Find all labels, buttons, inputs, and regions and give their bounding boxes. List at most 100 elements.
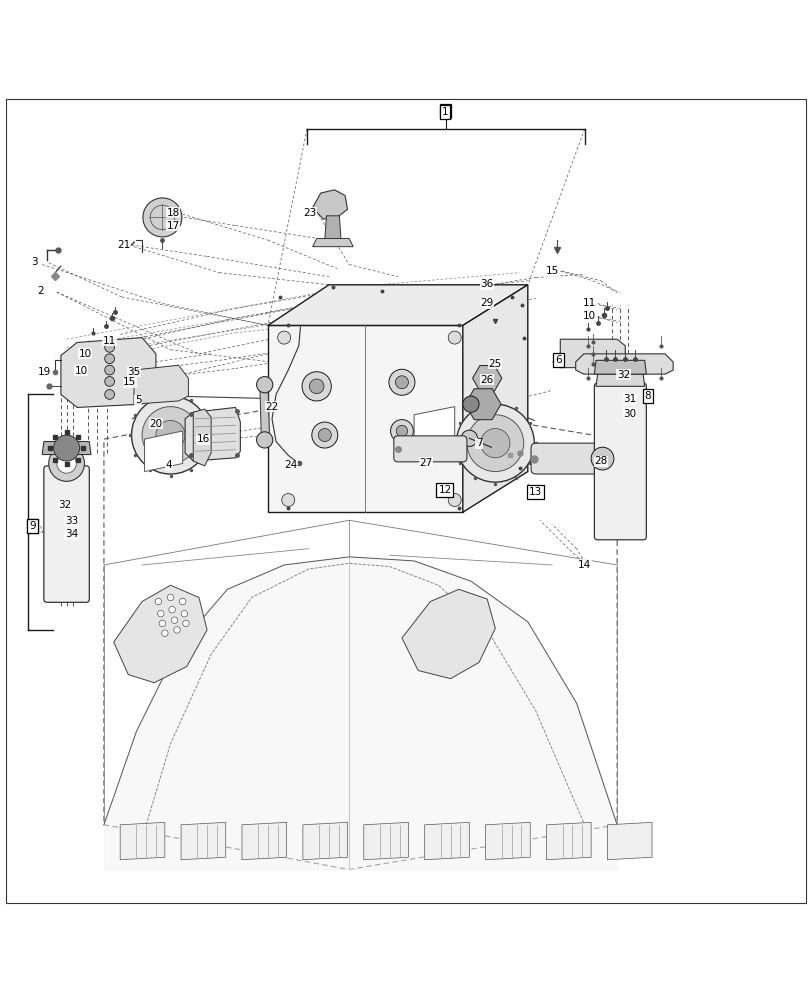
Polygon shape xyxy=(134,365,188,404)
Text: 9: 9 xyxy=(29,521,36,531)
Polygon shape xyxy=(268,285,527,325)
Text: 4: 4 xyxy=(165,460,172,470)
Circle shape xyxy=(590,447,613,470)
Text: 21: 21 xyxy=(118,240,131,250)
Text: 1: 1 xyxy=(442,106,448,116)
Text: 23: 23 xyxy=(303,208,316,218)
Polygon shape xyxy=(120,822,165,860)
Circle shape xyxy=(182,620,189,627)
Text: 35: 35 xyxy=(127,367,140,377)
Circle shape xyxy=(461,430,477,446)
Text: 12: 12 xyxy=(438,485,451,495)
Circle shape xyxy=(281,494,294,506)
Text: 25: 25 xyxy=(488,359,501,369)
Circle shape xyxy=(396,425,407,437)
Polygon shape xyxy=(42,442,91,455)
Text: 9: 9 xyxy=(29,521,36,531)
Polygon shape xyxy=(575,354,672,374)
Polygon shape xyxy=(401,589,495,679)
Circle shape xyxy=(105,365,114,375)
Polygon shape xyxy=(181,822,225,860)
Text: 14: 14 xyxy=(577,560,590,570)
Text: 33: 33 xyxy=(65,516,78,526)
Polygon shape xyxy=(193,409,211,466)
Circle shape xyxy=(466,415,523,472)
Circle shape xyxy=(256,377,272,393)
Polygon shape xyxy=(424,822,469,860)
Text: 29: 29 xyxy=(480,298,493,308)
Text: 8: 8 xyxy=(644,391,650,401)
Circle shape xyxy=(448,331,461,344)
Text: 1: 1 xyxy=(441,107,448,117)
Text: 19: 19 xyxy=(38,367,51,377)
Text: 11: 11 xyxy=(582,298,595,308)
Circle shape xyxy=(311,422,337,448)
Circle shape xyxy=(156,420,185,450)
Circle shape xyxy=(49,446,84,481)
Circle shape xyxy=(462,396,478,412)
Text: 17: 17 xyxy=(166,221,179,231)
Circle shape xyxy=(159,620,165,627)
Circle shape xyxy=(131,396,209,474)
Circle shape xyxy=(167,594,174,601)
Polygon shape xyxy=(324,216,341,240)
Text: 6: 6 xyxy=(555,355,561,365)
FancyBboxPatch shape xyxy=(44,466,89,602)
Circle shape xyxy=(157,610,164,617)
Circle shape xyxy=(161,630,168,636)
Polygon shape xyxy=(462,285,527,512)
Text: 36: 36 xyxy=(480,279,493,289)
Circle shape xyxy=(174,627,180,633)
Polygon shape xyxy=(312,239,353,247)
Text: 34: 34 xyxy=(65,529,78,539)
Circle shape xyxy=(54,435,79,461)
Circle shape xyxy=(309,379,324,394)
Circle shape xyxy=(448,494,461,506)
Text: 5: 5 xyxy=(135,395,141,405)
Polygon shape xyxy=(185,407,240,461)
Text: 26: 26 xyxy=(480,375,493,385)
Circle shape xyxy=(169,606,175,613)
Polygon shape xyxy=(268,325,462,512)
Text: 7: 7 xyxy=(475,438,482,448)
Text: 28: 28 xyxy=(594,456,607,466)
Circle shape xyxy=(388,369,414,395)
Circle shape xyxy=(456,404,534,482)
Polygon shape xyxy=(312,190,347,219)
Text: 22: 22 xyxy=(265,402,278,412)
Circle shape xyxy=(171,617,178,623)
Circle shape xyxy=(390,420,413,442)
Circle shape xyxy=(480,429,509,458)
Polygon shape xyxy=(61,338,156,407)
Polygon shape xyxy=(607,822,651,860)
Polygon shape xyxy=(472,366,501,391)
Polygon shape xyxy=(560,339,624,368)
Polygon shape xyxy=(485,822,530,860)
Text: 32: 32 xyxy=(58,500,71,510)
Circle shape xyxy=(277,331,290,344)
Circle shape xyxy=(179,598,186,605)
Text: 13: 13 xyxy=(529,487,542,497)
Circle shape xyxy=(155,598,161,605)
Circle shape xyxy=(105,377,114,386)
Text: 2: 2 xyxy=(37,286,44,296)
Text: 20: 20 xyxy=(149,419,162,429)
FancyBboxPatch shape xyxy=(393,436,466,462)
Circle shape xyxy=(318,429,331,442)
Polygon shape xyxy=(595,374,644,386)
Polygon shape xyxy=(546,822,590,860)
Circle shape xyxy=(57,454,76,473)
Text: 10: 10 xyxy=(75,366,88,376)
Circle shape xyxy=(395,376,408,389)
Text: 16: 16 xyxy=(196,434,209,444)
Polygon shape xyxy=(465,389,500,420)
Text: 10: 10 xyxy=(582,311,595,321)
Polygon shape xyxy=(260,385,269,442)
Circle shape xyxy=(143,198,182,237)
Text: 27: 27 xyxy=(419,458,432,468)
Polygon shape xyxy=(144,431,182,472)
Text: 15: 15 xyxy=(123,377,136,387)
Circle shape xyxy=(105,390,114,399)
Circle shape xyxy=(142,407,199,463)
Text: 10: 10 xyxy=(79,349,92,359)
